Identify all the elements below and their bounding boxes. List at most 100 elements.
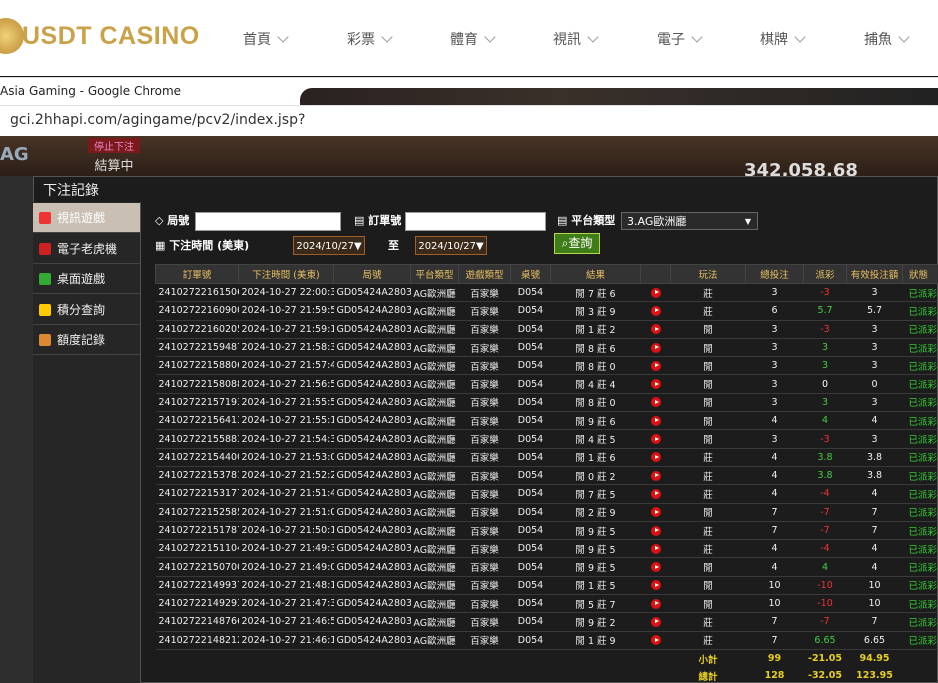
cell: 4 [745, 557, 804, 577]
cell: 241027221571936 [155, 392, 239, 413]
cell: 3 [745, 337, 804, 358]
replay-cell [640, 374, 671, 394]
column-header: 狀態 [902, 264, 938, 284]
replay-cell [640, 484, 671, 504]
logo[interactable]: USDT CASINO [22, 22, 200, 50]
replay-icon[interactable] [650, 434, 661, 445]
cell: GD05424A2803F [333, 392, 411, 413]
replay-icon[interactable] [650, 543, 661, 554]
cell: 3 [803, 356, 847, 376]
cell: AG歐洲廳 [410, 447, 459, 467]
replay-icon[interactable] [650, 324, 661, 335]
cell: 百家樂 [458, 557, 511, 577]
cell: 241027221564138 [155, 411, 239, 431]
cell: 241027221609000 [155, 301, 239, 321]
order-label: ▤ 訂單號 [354, 214, 402, 227]
column-header: 有效投注額 [846, 264, 903, 284]
table-row: 2410272215588362024-10-27 21:54:35GD0542… [155, 429, 938, 449]
date-to[interactable]: 2024/10/27▼ [415, 236, 487, 255]
cell: 閒 4 莊 4 [550, 374, 641, 394]
cell: 3 [846, 429, 903, 449]
cell: 莊 [670, 484, 746, 504]
cell: GD05424A2803H [333, 356, 411, 376]
cell: 已派彩 [902, 630, 938, 650]
cell: AG歐洲廳 [410, 557, 459, 577]
cell: 閒 1 莊 2 [550, 319, 641, 339]
menu-item[interactable]: 積分查詢 [33, 295, 140, 325]
cell: 閒 3 莊 9 [550, 301, 641, 321]
nav-item[interactable]: 棋牌 [760, 29, 806, 49]
round-input[interactable] [195, 212, 341, 231]
menu-icon [39, 273, 51, 285]
replay-icon[interactable] [650, 305, 661, 316]
query-button[interactable]: ⌕查詢 [554, 233, 600, 254]
nav-item[interactable]: 首頁 [243, 29, 289, 49]
menu-item[interactable]: 視訊遊戲 [33, 203, 140, 233]
replay-icon[interactable] [650, 580, 661, 591]
cell: 3.8 [846, 465, 903, 486]
cell: 241027221499377 [155, 575, 239, 596]
nav-item[interactable]: 體育 [450, 29, 496, 49]
cell: 3 [745, 282, 804, 303]
url[interactable]: gci.2hhapi.com/agingame/pcv2/index.jsp? [10, 112, 306, 128]
cell: 已派彩 [902, 337, 938, 358]
replay-icon[interactable] [650, 379, 661, 390]
replay-icon[interactable] [650, 415, 661, 426]
menu-text: 積分查詢 [57, 302, 106, 317]
empty-cell [511, 667, 551, 683]
replay-icon[interactable] [650, 470, 661, 481]
order-input[interactable] [405, 212, 546, 231]
cell: GD05424A2803J [333, 319, 411, 339]
cell: 4 [745, 447, 804, 467]
replay-icon[interactable] [650, 287, 661, 298]
platform-text: 平台類型 [571, 214, 616, 227]
replay-icon[interactable] [650, 507, 661, 518]
menu-item[interactable]: 電子老虎機 [33, 234, 140, 264]
replay-icon[interactable] [650, 452, 661, 463]
nav-item[interactable]: 視訊 [553, 29, 599, 49]
round-label: ◇ 局號 [155, 214, 190, 227]
nav-text: 捕魚 [864, 32, 892, 48]
empty-cell [156, 649, 239, 667]
replay-icon[interactable] [650, 562, 661, 573]
cell: 閒 9 莊 2 [550, 612, 641, 632]
menu-item[interactable]: 桌面遊戲 [33, 264, 140, 294]
cell: -4 [803, 539, 847, 559]
nav-item[interactable]: 電子 [657, 29, 703, 49]
cell: -7 [803, 502, 847, 522]
replay-icon[interactable] [650, 635, 661, 646]
cell: 241027221525855 [155, 502, 239, 522]
replay-icon[interactable] [650, 616, 661, 627]
cell: D054 [510, 484, 551, 504]
replay-cell [640, 502, 671, 522]
date-from-text: 2024/10/27 [296, 241, 354, 252]
cell: 2024-10-27 21:46:58 [238, 612, 334, 632]
menu-item[interactable]: 額度記錄 [33, 325, 140, 355]
nav-item[interactable]: 捕魚 [864, 29, 910, 49]
cell: 已派彩 [902, 301, 938, 321]
replay-icon[interactable] [650, 342, 661, 353]
cell: 3.8 [803, 447, 847, 467]
cell: D054 [510, 319, 551, 339]
subtotal-row: 小計 99 -21.05 94.95 [156, 649, 938, 667]
date-from[interactable]: 2024/10/27▼ [293, 236, 365, 255]
nav-text: 電子 [657, 32, 685, 48]
replay-icon[interactable] [650, 598, 661, 609]
left-panel [0, 176, 33, 683]
platform-select[interactable]: 3.AG歐洲廳 ▼ [621, 212, 758, 230]
cell: 241027221511048 [155, 539, 239, 559]
replay-icon[interactable] [650, 360, 661, 371]
to-label: 至 [388, 239, 399, 252]
cell: AG歐洲廳 [410, 319, 459, 339]
cell: 10 [745, 575, 804, 596]
nav-text: 棋牌 [760, 32, 788, 48]
replay-icon[interactable] [650, 525, 661, 536]
cell: GD05424A2803K [333, 301, 411, 321]
replay-cell [640, 411, 671, 431]
chevron [381, 31, 393, 43]
cell: 2024-10-27 21:50:18 [238, 520, 334, 541]
replay-icon[interactable] [650, 488, 661, 499]
cell: 百家樂 [458, 374, 511, 394]
replay-icon[interactable] [650, 397, 661, 408]
nav-item[interactable]: 彩票 [347, 29, 393, 49]
